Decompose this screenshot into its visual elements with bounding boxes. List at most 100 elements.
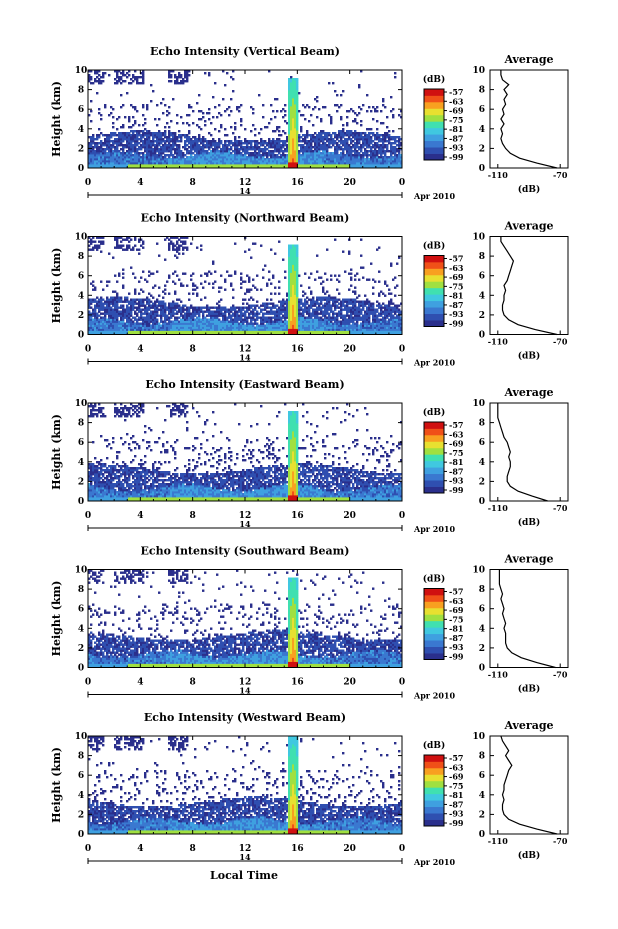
heatmap-cell bbox=[212, 282, 215, 285]
heatmap-cell bbox=[208, 270, 211, 273]
heatmap-cell bbox=[144, 318, 147, 321]
heatmap-cell bbox=[154, 156, 157, 159]
heatmap-cell bbox=[352, 158, 355, 161]
heatmap-cell bbox=[142, 240, 145, 243]
heatmap-cell bbox=[138, 132, 141, 135]
heatmap-cell bbox=[366, 128, 369, 131]
heatmap-cell bbox=[174, 138, 177, 141]
heatmap-cell bbox=[100, 316, 103, 319]
heatmap-cell bbox=[118, 156, 121, 159]
heatmap-cell bbox=[92, 314, 95, 317]
heatmap-cell bbox=[124, 314, 127, 317]
heatmap-cell bbox=[144, 142, 147, 145]
heatmap-cell bbox=[218, 146, 221, 149]
heatmap-cell bbox=[168, 132, 171, 135]
heatmap-cell bbox=[92, 236, 95, 239]
heatmap-cell bbox=[236, 152, 239, 155]
heatmap-cell bbox=[172, 148, 175, 151]
heatmap-cell bbox=[94, 330, 97, 333]
heatmap-cell bbox=[366, 150, 369, 153]
heatmap-cell bbox=[312, 134, 315, 137]
heatmap-cell bbox=[160, 138, 163, 141]
heatmap-cell bbox=[110, 330, 113, 333]
heatmap-cell bbox=[288, 154, 291, 157]
heatmap-cell bbox=[190, 242, 193, 245]
heatmap-cell bbox=[334, 134, 337, 137]
heatmap-cell bbox=[394, 150, 397, 153]
heatmap-cell bbox=[130, 140, 133, 143]
heatmap-cell bbox=[292, 152, 295, 155]
heatmap-cell bbox=[278, 164, 281, 167]
heatmap-cell bbox=[116, 292, 119, 295]
heatmap-cell bbox=[206, 308, 209, 311]
heatmap-cell bbox=[142, 164, 145, 167]
heatmap-cell bbox=[250, 288, 253, 291]
heatmap-cell bbox=[126, 296, 129, 299]
heatmap-cell bbox=[274, 116, 277, 119]
heatmap-cell bbox=[114, 326, 117, 329]
heatmap-cell bbox=[134, 306, 137, 309]
heatmap-cell bbox=[292, 96, 295, 99]
heatmap-cell bbox=[92, 312, 95, 315]
heatmap-cell bbox=[280, 144, 283, 147]
heatmap-cell bbox=[316, 152, 319, 155]
heatmap-cell bbox=[318, 166, 321, 169]
heatmap-cell bbox=[202, 162, 205, 165]
heatmap-cell bbox=[120, 106, 123, 109]
heatmap-cell bbox=[158, 156, 161, 159]
heatmap-cell bbox=[206, 274, 209, 277]
heatmap-cell bbox=[266, 298, 269, 301]
heatmap-cell bbox=[206, 304, 209, 307]
heatmap-cell bbox=[200, 330, 203, 333]
heatmap-cell bbox=[296, 112, 299, 115]
heatmap-cell bbox=[190, 156, 193, 159]
heatmap-cell bbox=[276, 128, 279, 131]
heatmap-cell bbox=[188, 314, 191, 317]
heatmap-cell bbox=[132, 138, 135, 141]
heatmap-cell bbox=[162, 324, 165, 327]
heatmap-cell bbox=[134, 302, 137, 305]
heatmap-cell bbox=[112, 322, 115, 325]
heatmap-cell bbox=[214, 146, 217, 149]
heatmap-cell bbox=[222, 156, 225, 159]
heatmap-cell bbox=[258, 148, 261, 151]
heatmap-cell bbox=[146, 150, 149, 153]
heatmap-cell bbox=[238, 160, 241, 163]
heatmap-cell bbox=[140, 166, 143, 169]
heatmap-cell bbox=[152, 160, 155, 163]
heatmap-cell bbox=[216, 166, 219, 169]
heatmap-cell bbox=[210, 316, 213, 319]
heatmap-cell bbox=[314, 152, 317, 155]
heatmap-cell bbox=[174, 164, 177, 167]
heatmap-cell bbox=[202, 164, 205, 167]
heatmap-cell bbox=[136, 248, 139, 251]
heatmap-cell bbox=[186, 156, 189, 159]
heatmap-cell bbox=[254, 164, 257, 167]
heatmap-cell bbox=[150, 150, 153, 153]
heatmap-cell bbox=[356, 114, 359, 117]
heatmap-cell bbox=[142, 72, 145, 75]
heatmap-cell bbox=[284, 140, 287, 143]
heatmap-cell bbox=[172, 330, 175, 333]
heatmap-cell bbox=[162, 160, 165, 163]
heatmap-cell bbox=[150, 314, 153, 317]
heatmap-cell bbox=[94, 142, 97, 145]
heatmap-cell bbox=[288, 94, 291, 97]
heatmap-cell bbox=[202, 166, 205, 169]
heatmap-cell bbox=[256, 140, 259, 143]
heatmap-cell bbox=[290, 120, 293, 123]
heatmap-cell bbox=[146, 138, 149, 141]
heatmap-cell bbox=[168, 76, 171, 79]
heatmap-cell bbox=[400, 160, 403, 163]
heatmap-cell bbox=[186, 314, 189, 317]
heatmap-cell bbox=[104, 302, 107, 305]
heatmap-cell bbox=[160, 300, 163, 303]
heatmap-cell bbox=[210, 272, 213, 275]
heatmap-cell bbox=[182, 284, 185, 287]
heatmap-cell bbox=[290, 138, 293, 141]
heatmap-cell bbox=[142, 290, 145, 293]
heatmap-cell bbox=[376, 146, 379, 149]
heatmap-cell bbox=[136, 150, 139, 153]
heatmap-cell bbox=[328, 152, 331, 155]
heatmap-cell bbox=[396, 150, 399, 153]
